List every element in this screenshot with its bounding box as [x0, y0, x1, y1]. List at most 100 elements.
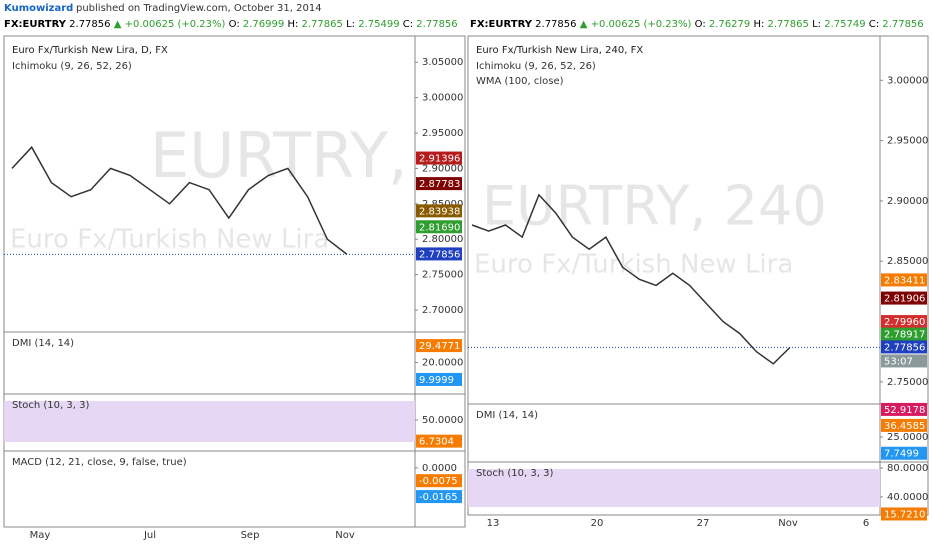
price-label-bg	[416, 474, 462, 488]
price-label-bg	[881, 291, 927, 305]
price-label: 36.4585	[884, 421, 925, 432]
price-label: 29.4771	[419, 341, 460, 352]
indicator-label: WMA (100, close)	[476, 76, 564, 87]
y-tick-label: 3.05000	[422, 57, 463, 68]
author[interactable]: Kumowizard	[4, 3, 73, 14]
y-tick-label: 3.00000	[887, 75, 928, 86]
panel-title: Stoch (10, 3, 3)	[12, 400, 89, 411]
price-label-bg	[416, 177, 462, 191]
price-label-bg	[881, 273, 927, 287]
ohlc-value: 2.77856	[416, 19, 457, 30]
price-label-bg	[416, 247, 462, 261]
price-label-bg	[881, 418, 927, 432]
symbol: FX:EURTRY	[4, 19, 67, 30]
y-tick-label: 2.90000	[422, 163, 463, 174]
x-tick-label: Nov	[335, 530, 355, 541]
price-label-bg	[416, 204, 462, 218]
ohlc-value: 2.76999	[243, 19, 284, 30]
price-label: -0.0165	[419, 492, 458, 503]
ohlc-label: L:	[812, 19, 821, 30]
y-tick-label: 50.0000	[422, 415, 463, 426]
price-label: 2.83938	[419, 206, 460, 217]
ohlc-value: 2.77856	[882, 19, 923, 30]
stoch-band	[468, 469, 880, 507]
y-tick-label: 2.95000	[422, 128, 463, 139]
y-tick-label: 20.0000	[422, 358, 463, 369]
price-label-bg	[416, 151, 462, 165]
price-label: 52.9178	[884, 405, 925, 416]
ohlc-value: 2.77865	[302, 19, 343, 30]
price-label-bg	[416, 434, 462, 448]
price-label: 6.7304	[419, 437, 454, 448]
y-tick-label: 0.0000	[422, 463, 457, 474]
ohlc-label: H:	[753, 19, 764, 30]
quote-header: FX:EURTRY 2.77856 ▲ +0.00625 (+0.23%) O:…	[470, 19, 924, 30]
stoch-band	[4, 401, 415, 442]
price-label: 9.9999	[419, 375, 454, 386]
y-tick-label: 2.70000	[422, 305, 463, 316]
price-label-bg	[416, 372, 462, 386]
chart-frame	[467, 35, 929, 516]
ohlc-label: H:	[287, 19, 298, 30]
countdown: 53:07	[884, 356, 913, 367]
y-tick-label: 2.85000	[422, 199, 463, 210]
ohlc-value: 2.77865	[768, 19, 809, 30]
price-label-bg	[881, 315, 927, 329]
price-label-bg	[881, 340, 927, 354]
price-line	[471, 193, 791, 365]
symbol: FX:EURTRY	[470, 19, 533, 30]
price-label: -0.0075	[419, 476, 458, 487]
quote-header: FX:EURTRY 2.77856 ▲ +0.00625 (+0.23%) O:…	[4, 19, 458, 30]
price-label: 2.81906	[884, 294, 925, 305]
ohlc-label: C:	[869, 19, 879, 30]
change: ▲ +0.00625 (+0.23%)	[114, 19, 226, 30]
indicator-label: Ichimoku (9, 26, 52, 26)	[476, 61, 596, 72]
price-label-bg	[881, 446, 927, 460]
y-tick-label: 2.90000	[887, 196, 928, 207]
ohlc-label: L:	[346, 19, 355, 30]
last-price: 2.77856	[69, 19, 110, 30]
x-tick-label: 20	[591, 518, 604, 529]
price-label-bg	[881, 507, 927, 521]
price-label-bg	[416, 220, 462, 234]
y-tick-label: 25.0000	[887, 432, 928, 443]
y-tick-label: 2.85000	[887, 256, 928, 267]
x-tick-label: 13	[487, 518, 500, 529]
price-label-bg	[881, 402, 927, 416]
price-label: 2.77856	[419, 249, 460, 260]
y-tick-label: 2.75000	[887, 377, 928, 388]
price-label: 2.87783	[419, 179, 460, 190]
y-tick-label: 2.95000	[887, 136, 928, 147]
panel-title: DMI (14, 14)	[476, 410, 538, 421]
ohlc-label: O:	[695, 19, 706, 30]
ohlc-value: 2.76279	[709, 19, 750, 30]
price-label: 2.83411	[884, 275, 925, 286]
price-label: 7.7499	[884, 449, 919, 460]
chart-title: Euro Fx/Turkish New Lira, D, FX	[12, 45, 168, 56]
ohlc-value: 2.75749	[824, 19, 865, 30]
change: ▲ +0.00625 (+0.23%)	[580, 19, 692, 30]
y-tick-label: 2.80000	[422, 234, 463, 245]
ohlc-label: O:	[229, 19, 240, 30]
indicator-label: Ichimoku (9, 26, 52, 26)	[12, 61, 132, 72]
x-tick-label: 6	[863, 518, 869, 529]
price-label-bg	[881, 327, 927, 341]
panel-title: MACD (12, 21, close, 9, false, true)	[12, 457, 187, 468]
x-tick-label: 27	[697, 518, 710, 529]
chart-frame	[3, 35, 466, 528]
x-tick-label: Nov	[778, 518, 798, 529]
watermark: EURTRY, D	[150, 119, 475, 192]
price-label-bg	[416, 490, 462, 504]
y-tick-label: 80.0000	[887, 463, 928, 474]
y-tick-label: 3.00000	[422, 93, 463, 104]
x-tick-label: Jul	[143, 530, 156, 541]
panel-title: Stoch (10, 3, 3)	[476, 468, 553, 479]
x-tick-label: Sep	[241, 530, 260, 541]
price-label: 2.78917	[884, 330, 925, 341]
watermark: EURTRY, 240	[482, 175, 827, 238]
price-label: 2.79960	[884, 317, 925, 328]
panel-title: DMI (14, 14)	[12, 338, 74, 349]
x-tick-label: May	[30, 530, 51, 541]
